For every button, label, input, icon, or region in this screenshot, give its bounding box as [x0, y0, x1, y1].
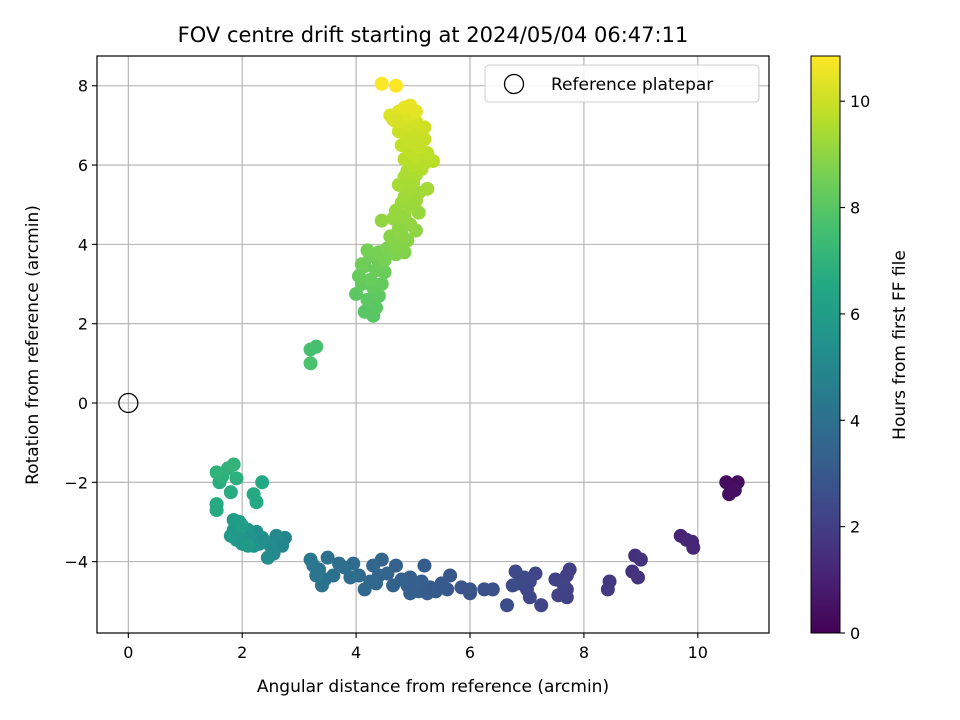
- data-point: [209, 503, 224, 518]
- data-point: [226, 457, 241, 472]
- data-point: [679, 532, 694, 547]
- data-point: [374, 76, 389, 91]
- data-point: [229, 471, 244, 486]
- colorbar-gradient: [810, 55, 841, 634]
- y-tick-label: 4: [78, 235, 88, 254]
- data-point: [377, 253, 392, 268]
- data-point: [249, 495, 264, 510]
- x-tick-label: 8: [579, 643, 589, 662]
- x-tick-label: 6: [465, 643, 475, 662]
- colorbar-tick-label: 8: [850, 199, 860, 218]
- colorbar-tick-label: 0: [850, 624, 860, 643]
- chart-title: FOV centre drift starting at 2024/05/04 …: [178, 23, 689, 47]
- data-point: [303, 356, 318, 371]
- data-point: [505, 578, 520, 593]
- data-point: [309, 339, 324, 354]
- x-tick-label: 10: [688, 643, 708, 662]
- colorbar-tick-label: 2: [850, 518, 860, 537]
- y-tick-label: 2: [78, 315, 88, 334]
- data-point: [534, 598, 549, 613]
- data-point: [631, 570, 646, 585]
- data-point: [366, 558, 381, 573]
- data-point: [235, 518, 250, 533]
- legend-entry-label: Reference platepar: [551, 75, 713, 95]
- grid-lines: [97, 56, 769, 633]
- y-tick-label: −4: [64, 553, 88, 572]
- y-tick-label: 0: [78, 394, 88, 413]
- data-point: [240, 538, 255, 553]
- x-tick-label: 2: [237, 643, 247, 662]
- data-point: [357, 304, 372, 319]
- data-point: [223, 485, 238, 500]
- data-point: [559, 590, 574, 605]
- data-point: [388, 114, 403, 129]
- colorbar-ticks: 0 2 4 6 8 10: [840, 92, 870, 643]
- data-point: [420, 181, 435, 196]
- data-point: [477, 582, 492, 597]
- data-point: [633, 552, 648, 567]
- data-point: [556, 578, 571, 593]
- data-point: [360, 292, 375, 307]
- data-point: [403, 98, 418, 113]
- x-axis-label: Angular distance from reference (arcmin): [257, 677, 609, 697]
- y-axis-label: Rotation from reference (arcmin): [23, 205, 43, 485]
- data-point: [303, 552, 318, 567]
- data-points: [209, 76, 745, 613]
- y-axis-ticks: −4 −2 0 2 4 6 8: [64, 77, 97, 572]
- legend-reference-marker: [503, 73, 525, 95]
- data-point: [522, 590, 537, 605]
- data-point: [417, 558, 432, 573]
- colorbar-tick-label: 4: [850, 411, 860, 430]
- x-tick-label: 4: [351, 643, 361, 662]
- data-point: [374, 213, 389, 228]
- data-point: [320, 550, 335, 565]
- legend: Reference platepar: [484, 64, 760, 103]
- data-point: [463, 582, 478, 597]
- reference-platepar-marker: [118, 392, 139, 414]
- data-point: [360, 243, 375, 258]
- data-point: [727, 483, 742, 498]
- y-tick-label: 8: [78, 77, 88, 96]
- x-tick-label: 0: [123, 643, 133, 662]
- data-point: [600, 582, 615, 597]
- colorbar-tick-label: 10: [850, 92, 870, 111]
- data-point: [255, 475, 270, 490]
- colorbar: 0 2 4 6 8 10 Hours from first FF file: [810, 55, 910, 643]
- data-point: [223, 528, 238, 543]
- data-point: [357, 582, 372, 597]
- data-point: [388, 78, 403, 93]
- colorbar-label: Hours from first FF file: [890, 250, 910, 440]
- legend-box: [484, 64, 760, 103]
- data-point: [332, 556, 347, 571]
- plot-frame: [96, 55, 770, 634]
- data-point: [374, 277, 389, 292]
- colorbar-tick-label: 6: [850, 305, 860, 324]
- data-point: [508, 564, 523, 579]
- y-tick-label: −2: [64, 473, 88, 492]
- x-axis-ticks: 0 2 4 6 8 10: [123, 633, 708, 662]
- data-point: [260, 550, 275, 565]
- data-point: [386, 578, 401, 593]
- data-point: [209, 465, 224, 480]
- y-tick-label: 6: [78, 156, 88, 175]
- data-point: [500, 598, 515, 613]
- reference-marker-layer: [118, 392, 139, 414]
